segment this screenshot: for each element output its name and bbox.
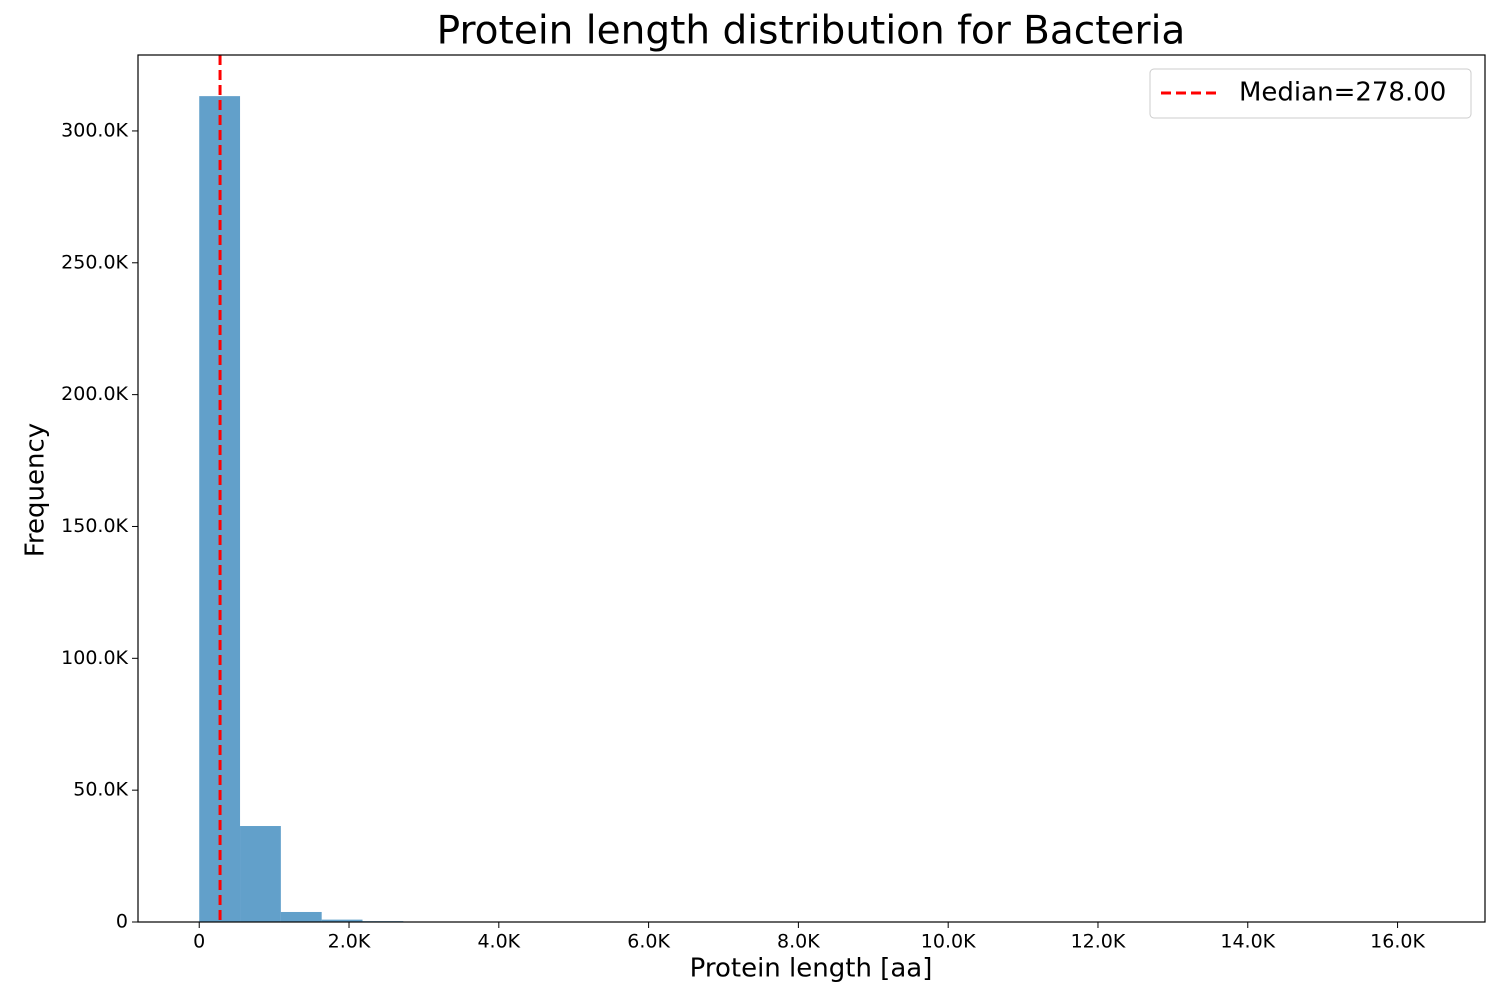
y-tick-label: 300.0K [61, 119, 128, 141]
axes-frame [137, 54, 1486, 923]
x-tick-label: 6.0K [627, 931, 670, 953]
y-tick-label: 0 [116, 911, 128, 933]
y-tick-label: 100.0K [61, 647, 128, 669]
chart-title: Protein length distribution for Bacteria [437, 9, 1186, 54]
x-tick-label: 12.0K [1071, 931, 1126, 953]
x-tick-label: 0 [193, 931, 205, 953]
y-axis-label: Frequency [21, 423, 51, 557]
x-tick-label: 16.0K [1370, 931, 1425, 953]
legend-box [1149, 68, 1472, 119]
x-tick-label: 4.0K [477, 931, 520, 953]
x-tick-label: 14.0K [1220, 931, 1275, 953]
x-axis-label: Protein length [aa] [690, 954, 933, 984]
bar [321, 919, 363, 922]
x-tick-label: 8.0K [777, 931, 820, 953]
x-tick-label: 2.0K [328, 931, 371, 953]
y-tick-label: 50.0K [73, 779, 128, 801]
bar [240, 826, 281, 922]
legend-label: Median=278.00 [1239, 78, 1446, 108]
y-tick-label: 150.0K [61, 515, 128, 537]
y-tick-label: 250.0K [61, 251, 128, 273]
y-tick-label: 200.0K [61, 383, 128, 405]
bar [280, 911, 322, 922]
x-tick-label: 10.0K [921, 931, 976, 953]
